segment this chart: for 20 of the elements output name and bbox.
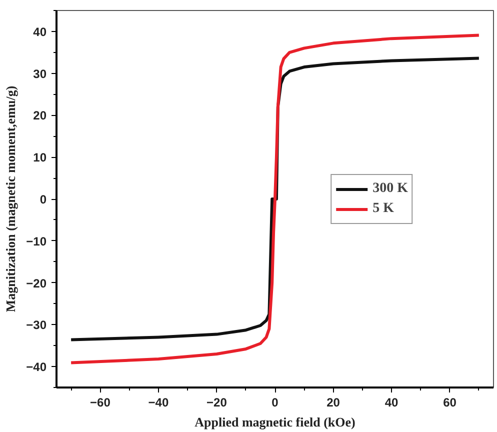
y-tick-label: −40	[26, 360, 47, 374]
x-tick-label: −20	[206, 396, 228, 410]
legend-label: 5 K	[372, 200, 394, 216]
y-tick-label: −10	[26, 234, 47, 248]
y-tick-label: 30	[33, 66, 47, 81]
x-tick-label: −40	[148, 396, 169, 410]
legend-label: 300 K	[372, 180, 408, 196]
y-tick-label: 20	[33, 108, 47, 123]
x-tick-label: 20	[326, 396, 340, 410]
y-tick-label: 0	[40, 192, 47, 206]
y-tick-label: 40	[33, 24, 47, 39]
x-tick-label: 40	[384, 396, 399, 410]
y-tick-label: −20	[26, 276, 47, 290]
x-axis-title: Applied magnetic field (kOe)	[194, 414, 356, 430]
y-tick-label: 10	[33, 150, 47, 165]
x-tick-label: −60	[90, 396, 111, 410]
y-tick-label: −30	[26, 318, 47, 332]
x-tick-label: 0	[272, 396, 279, 410]
x-tick-label: 60	[443, 396, 457, 410]
y-axis-title: Magnitization (magnetic moment,emu/g)	[3, 86, 18, 312]
